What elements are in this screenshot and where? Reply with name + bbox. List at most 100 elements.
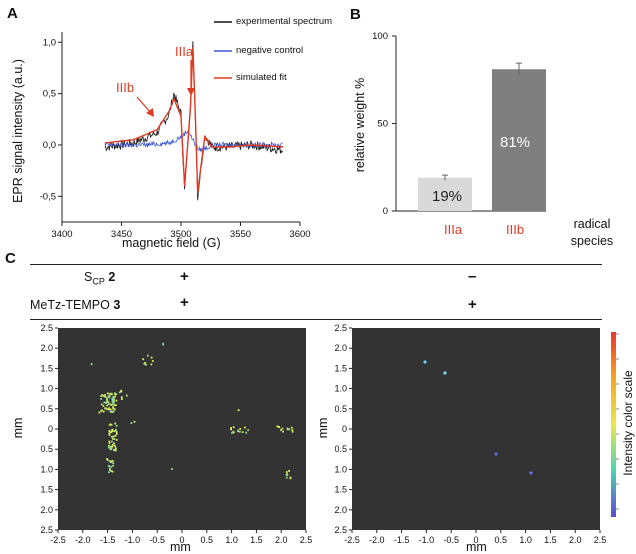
map-right-background (352, 328, 600, 530)
a-xtick-label: 3450 (111, 229, 132, 240)
map-spot (231, 432, 233, 434)
map-spot (171, 468, 173, 470)
map-spot (107, 401, 110, 404)
map-spot (108, 395, 111, 398)
map-spot (110, 445, 112, 448)
map-spot (110, 470, 113, 472)
map-spot (111, 440, 113, 443)
colorbar (611, 332, 616, 517)
map-spots (90, 342, 533, 480)
map-spot (113, 430, 116, 432)
map-spot (114, 422, 117, 425)
map-ytick-label: 1.0 (40, 384, 53, 394)
map-spot (108, 440, 111, 443)
map-spot (143, 362, 146, 365)
map-xtick-label: -1.5 (394, 535, 410, 545)
map-spot (105, 407, 107, 410)
map-xtick-label: 2.0 (569, 535, 582, 545)
legend-control: negative control (236, 45, 304, 56)
panel-a-ylabel: EPR signal intensity (a.u.) (11, 59, 25, 203)
map-spot (108, 396, 111, 399)
map-spot (115, 433, 118, 435)
map-spot (102, 410, 105, 413)
map-spot (238, 430, 241, 433)
map-spot (109, 448, 112, 451)
spectrum-series (104, 41, 284, 201)
annotation-iiib: IIIb (116, 80, 135, 95)
panel-b-ylabel: relative weight % (353, 77, 367, 173)
map-spot (102, 405, 105, 407)
b-ytick-label: 100 (372, 31, 388, 42)
map-spot (110, 423, 113, 426)
map-spot (290, 426, 293, 429)
map-spot (291, 429, 294, 432)
map-spot (109, 408, 112, 411)
map-ticks: 2.52.01.51.00.500.51.01.52.02.5-2.5 -2.0-… (40, 323, 619, 545)
legend-experimental: experimental spectrum (236, 16, 333, 27)
b-ytick-label: 50 (377, 119, 388, 130)
map-spot (130, 422, 133, 424)
map-spot (115, 431, 118, 433)
map-spot (107, 403, 110, 406)
map-spot (423, 360, 427, 364)
map-spot (108, 407, 111, 410)
map-spot (106, 399, 109, 402)
map-spot (109, 469, 111, 471)
negative-control-line (104, 129, 283, 153)
map-spot (112, 438, 114, 440)
map-spot (151, 360, 154, 362)
map-left-ylabel: mm (11, 417, 25, 439)
map-spot (105, 400, 108, 403)
map-spot (111, 403, 114, 405)
map-spot (100, 410, 102, 412)
a-ytick-label: 0,5 (43, 89, 56, 100)
map-spot (114, 445, 117, 448)
map-spot (278, 426, 281, 428)
map-spot (150, 363, 153, 366)
map-ytick-label: 1.5 (40, 363, 53, 373)
map-spot (232, 431, 235, 434)
map-spot (150, 356, 153, 359)
map-spot (113, 449, 115, 451)
map-ytick-label: 1.0 (334, 384, 347, 394)
legend-fit: simulated fit (236, 72, 287, 83)
map-spot (112, 462, 115, 464)
map-ytick-label: 2.0 (40, 343, 53, 353)
map-spot (112, 410, 115, 413)
panel-a-letter: A (7, 5, 18, 22)
x-ticks: 3400 3450 3500 3550 3600 (51, 222, 311, 240)
map-xtick-label: -2.0 (369, 535, 385, 545)
map-spot (114, 395, 116, 398)
b-category-iiib: IIIb (506, 222, 525, 237)
map-spot (282, 430, 284, 433)
row-tempo-num: 3 (113, 298, 121, 312)
arrowhead-iiia (187, 88, 195, 96)
map-spot (244, 426, 246, 429)
map-spot (113, 404, 116, 407)
map-ytick-label: 1.0 (40, 464, 53, 474)
map-spot (111, 460, 114, 463)
map-spot (111, 446, 113, 448)
panel-c-letter: C (5, 250, 16, 267)
map-spot (112, 395, 115, 398)
map-spot (109, 467, 111, 470)
map-spot (276, 425, 279, 428)
map-xtick-label: 1.0 (519, 535, 532, 545)
row-scp-label: SCP 2 (84, 270, 115, 287)
map-spot (111, 436, 113, 438)
map-spot (120, 396, 123, 399)
map-xtick-label: 0 (179, 535, 184, 545)
annotation-iiia: IIIa (175, 44, 194, 59)
colorbar-label: Intensity color scale (621, 370, 635, 476)
map-ytick-label: 0.5 (40, 404, 53, 414)
panel-a-xlabel: magnetic field (G) (122, 236, 221, 250)
map-spot (291, 430, 294, 433)
map-spot (115, 428, 117, 431)
map-xtick-label: 0.5 (495, 535, 508, 545)
map-spot (110, 465, 113, 468)
map-spot (102, 395, 105, 397)
map-xtick-label: 2.5 (300, 535, 313, 545)
map-spot (121, 398, 123, 400)
map-spot (110, 431, 112, 433)
map-spot (281, 427, 284, 430)
